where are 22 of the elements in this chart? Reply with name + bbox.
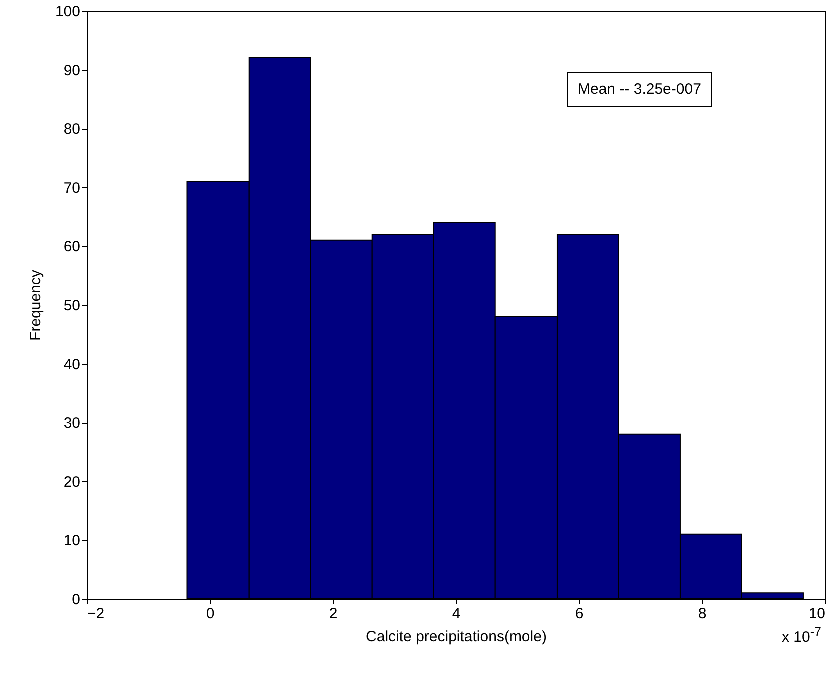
x-tick-label: 0 xyxy=(206,606,215,622)
x-tick-label: 10 xyxy=(808,606,826,622)
x-axis-title: Calcite precipitations(mole) xyxy=(366,628,547,646)
x-tick-label: 6 xyxy=(575,606,584,622)
y-tick-label: 50 xyxy=(64,298,80,314)
y-tick-label: 100 xyxy=(55,4,80,20)
y-tick-label: 40 xyxy=(64,356,80,374)
x-tick-label: −2 xyxy=(88,606,105,622)
y-axis-title: Frequency xyxy=(27,270,44,341)
x-tick-label: 2 xyxy=(329,606,338,622)
x-tick-label: 8 xyxy=(698,606,707,622)
y-tick-label: 90 xyxy=(64,62,80,80)
y-tick-label: 30 xyxy=(64,415,80,432)
x-tick-label: 4 xyxy=(452,606,461,622)
y-tick-label: 20 xyxy=(64,474,80,491)
text: x 10$^{-7}$ xyxy=(782,625,822,646)
annotation: Mean -- 3.25e-007 xyxy=(567,72,712,107)
y-tick-label: 60 xyxy=(64,238,80,256)
y-tick-label: 0 xyxy=(72,592,80,608)
y-tick-label: 80 xyxy=(64,121,80,138)
y-tick-label: 70 xyxy=(64,180,80,197)
y-tick-label: 10 xyxy=(64,532,80,550)
